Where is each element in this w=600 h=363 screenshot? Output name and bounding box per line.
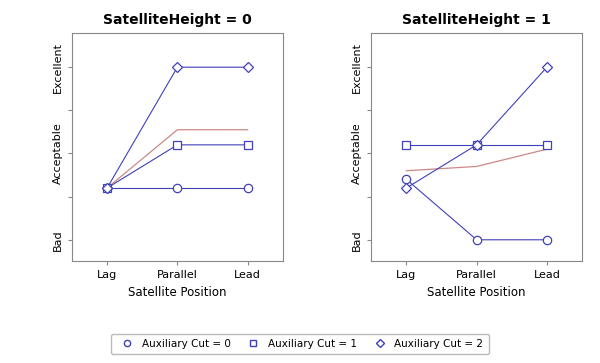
- X-axis label: Satellite Position: Satellite Position: [427, 286, 526, 299]
- Title: SatelliteHeight = 1: SatelliteHeight = 1: [402, 13, 551, 27]
- Legend: Auxiliary Cut = 0, Auxiliary Cut = 1, Auxiliary Cut = 2: Auxiliary Cut = 0, Auxiliary Cut = 1, Au…: [112, 334, 488, 354]
- X-axis label: Satellite Position: Satellite Position: [128, 286, 227, 299]
- Title: SatelliteHeight = 0: SatelliteHeight = 0: [103, 13, 252, 27]
